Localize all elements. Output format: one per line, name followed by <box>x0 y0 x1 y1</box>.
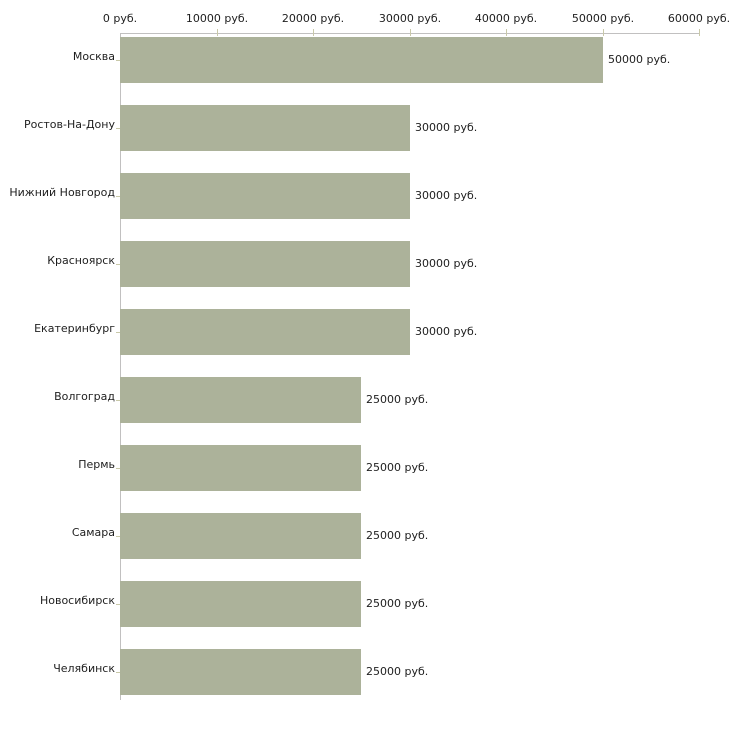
bar <box>120 581 361 627</box>
bar <box>120 241 410 287</box>
x-tick-mark <box>603 29 604 36</box>
y-tick-mark <box>116 604 120 605</box>
bar <box>120 173 410 219</box>
value-label: 25000 руб. <box>366 597 429 610</box>
bar <box>120 105 410 151</box>
y-tick-mark <box>116 400 120 401</box>
category-label: Новосибирск <box>39 594 115 607</box>
x-tick-label: 60000 руб. <box>667 12 730 25</box>
y-tick-mark <box>116 128 120 129</box>
y-tick-mark <box>116 332 120 333</box>
value-label: 50000 руб. <box>608 53 671 66</box>
category-label: Екатеринбург <box>34 322 115 335</box>
y-tick-mark <box>116 468 120 469</box>
bar <box>120 37 603 83</box>
value-label: 25000 руб. <box>366 393 429 406</box>
value-label: 30000 руб. <box>415 121 478 134</box>
bar <box>120 377 361 423</box>
y-tick-mark <box>116 196 120 197</box>
y-axis-line <box>120 33 121 700</box>
category-label: Нижний Новгород <box>9 186 115 199</box>
category-label: Волгоград <box>54 390 115 403</box>
x-tick-mark <box>699 29 700 36</box>
x-tick-mark <box>313 29 314 36</box>
category-label: Москва <box>72 50 115 63</box>
value-label: 25000 руб. <box>366 461 429 474</box>
y-tick-mark <box>116 264 120 265</box>
bar <box>120 445 361 491</box>
category-label: Самара <box>71 526 115 539</box>
x-tick-label: 50000 руб. <box>571 12 635 25</box>
x-tick-label: 40000 руб. <box>474 12 538 25</box>
x-tick-mark <box>410 29 411 36</box>
x-tick-mark <box>217 29 218 36</box>
bar <box>120 649 361 695</box>
y-tick-mark <box>116 536 120 537</box>
value-label: 30000 руб. <box>415 189 478 202</box>
bar <box>120 309 410 355</box>
category-label: Красноярск <box>47 254 115 267</box>
y-tick-mark <box>116 60 120 61</box>
x-tick-label: 10000 руб. <box>185 12 249 25</box>
x-tick-mark <box>506 29 507 36</box>
x-tick-label: 30000 руб. <box>378 12 442 25</box>
category-label: Челябинск <box>53 662 115 675</box>
y-tick-mark <box>116 672 120 673</box>
category-label: Пермь <box>78 458 115 471</box>
x-tick-label: 0 руб. <box>102 12 138 25</box>
category-label: Ростов-На-Дону <box>23 118 115 131</box>
bar <box>120 513 361 559</box>
value-label: 25000 руб. <box>366 529 429 542</box>
value-label: 30000 руб. <box>415 257 478 270</box>
value-label: 25000 руб. <box>366 665 429 678</box>
x-tick-label: 20000 руб. <box>281 12 345 25</box>
value-label: 30000 руб. <box>415 325 478 338</box>
